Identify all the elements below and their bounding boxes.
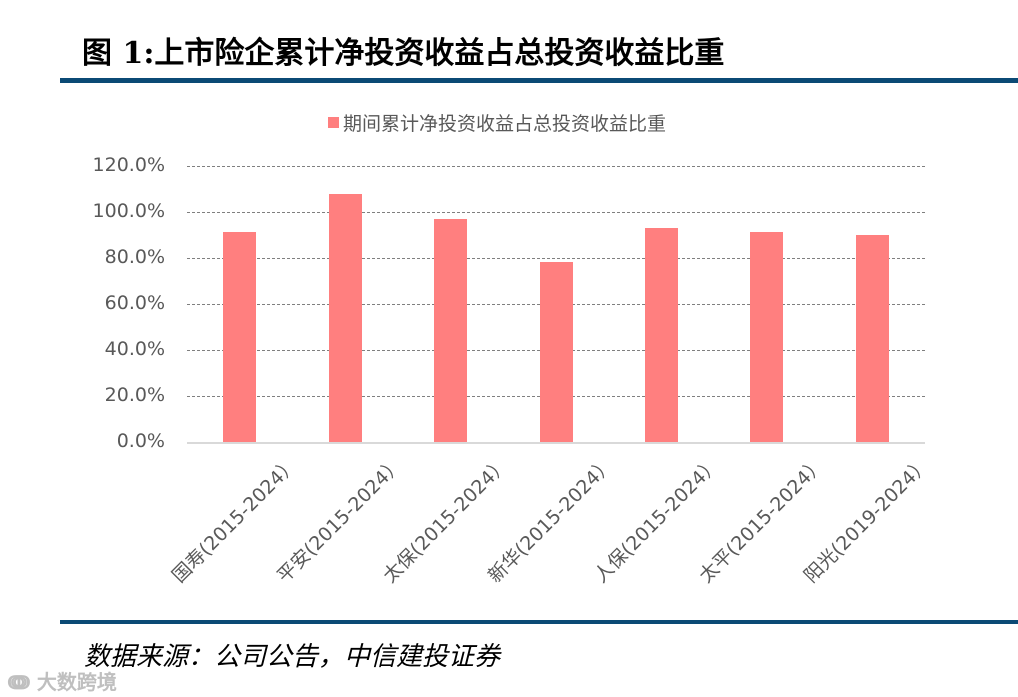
- bar: [434, 218, 468, 442]
- bar: [223, 232, 257, 442]
- gridline: [187, 166, 925, 167]
- watermark-logo-icon: ↈ: [8, 670, 37, 694]
- y-tick-label: 80.0%: [104, 246, 165, 268]
- footer-rule: [60, 620, 1018, 624]
- gridline: [187, 212, 925, 213]
- bar: [644, 228, 678, 442]
- legend-label: 期间累计净投资收益占总投资收益比重: [343, 113, 667, 135]
- plot-area: [187, 166, 925, 444]
- bar: [750, 232, 784, 442]
- x-axis-line: [187, 442, 925, 444]
- watermark-text: 大数跨境: [36, 670, 117, 694]
- chart-legend: 期间累计净投资收益占总投资收益比重: [328, 109, 666, 136]
- y-tick-label: 40.0%: [104, 338, 165, 360]
- y-tick-label: 100.0%: [92, 200, 165, 222]
- bar: [328, 193, 362, 442]
- y-tick-label: 20.0%: [104, 384, 165, 406]
- y-tick-label: 0.0%: [116, 430, 165, 452]
- bar: [539, 261, 573, 442]
- legend-swatch: [328, 117, 339, 128]
- watermark: ↈ 大数跨境: [8, 666, 117, 695]
- bar: [855, 235, 889, 442]
- data-source-note: 数据来源：公司公告，中信建投证券: [84, 642, 501, 672]
- y-tick-label: 120.0%: [92, 154, 165, 176]
- gridline: [187, 258, 925, 259]
- y-tick-label: 60.0%: [104, 292, 165, 314]
- title-rule: [60, 78, 1018, 83]
- figure-title: 图 1:上市险企累计净投资收益占总投资收益比重: [82, 36, 725, 71]
